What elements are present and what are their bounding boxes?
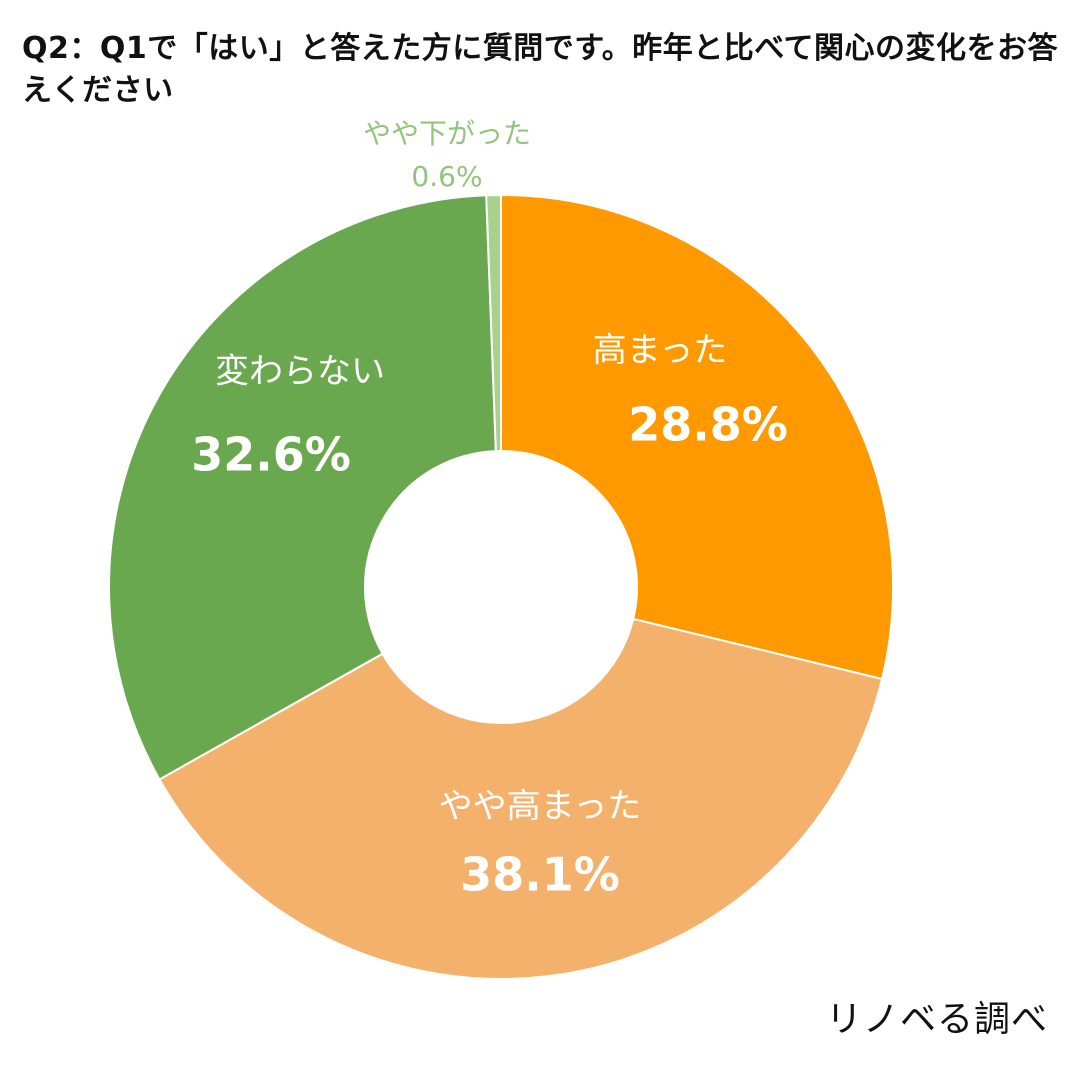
category-label-yaya-takamatta: やや高まった xyxy=(439,787,642,827)
category-label-takamatta: 高まった xyxy=(593,331,728,371)
value-label-yaya-sagatta: 0.6% xyxy=(411,160,482,193)
value-label-yaya-takamatta: 38.1% xyxy=(460,848,620,902)
donut-slices xyxy=(108,193,894,980)
value-label-kawaranai: 32.6% xyxy=(191,428,351,482)
source-credit: リノベる調べ xyxy=(825,999,1048,1040)
slice-takamatta xyxy=(500,193,894,681)
slice-yaya-sagatta xyxy=(485,193,502,453)
chart-title: Q2：Q1で「はい」と答えた方に質問です。昨年と比べて関心の変化をお答えください xyxy=(22,31,1059,108)
donut-labels: 高まった 28.8% やや高まった 38.1% 変わらない 32.6% やや下がった 0.6% xyxy=(191,117,788,902)
value-label-takamatta: 28.8% xyxy=(628,398,788,452)
slice-yaya-takamatta xyxy=(158,617,884,980)
slice-kawaranai xyxy=(108,194,497,781)
category-label-kawaranai: 変わらない xyxy=(215,352,385,392)
category-label-yaya-sagatta: やや下がった xyxy=(363,117,531,150)
